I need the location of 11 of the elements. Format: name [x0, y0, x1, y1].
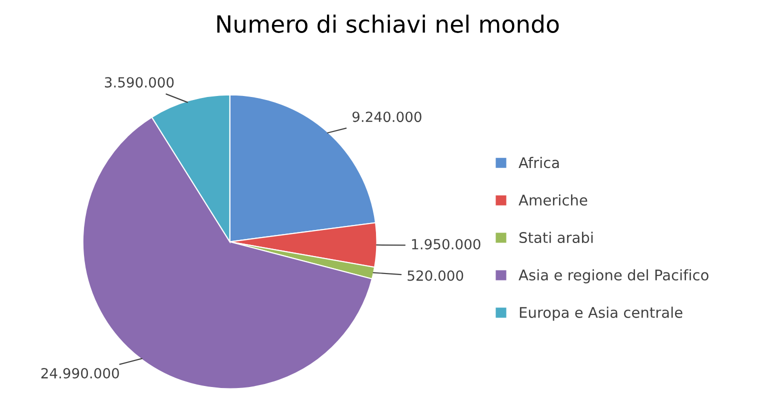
- data-label: 9.240.000: [352, 112, 422, 122]
- chart-title: Numero di schiavi nel mondo: [217, 14, 559, 33]
- legend-label: Asia e regione del Pacifico: [518, 269, 708, 284]
- data-label: 1.950.000: [412, 238, 480, 250]
- data-label: 520.000: [408, 270, 464, 281]
- data-label: 24.990.000: [41, 368, 119, 379]
- legend-label: Stati arabi: [519, 232, 593, 244]
- legend-label: Africa: [518, 156, 559, 168]
- data-label: 3.590.000: [104, 77, 174, 88]
- legend-label: Americhe: [518, 194, 588, 206]
- legend-label: Europa e Asia centrale: [520, 306, 682, 321]
